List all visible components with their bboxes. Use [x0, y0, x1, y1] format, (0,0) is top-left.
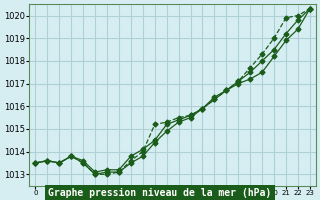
Text: Graphe pression niveau de la mer (hPa): Graphe pression niveau de la mer (hPa) — [48, 188, 272, 198]
